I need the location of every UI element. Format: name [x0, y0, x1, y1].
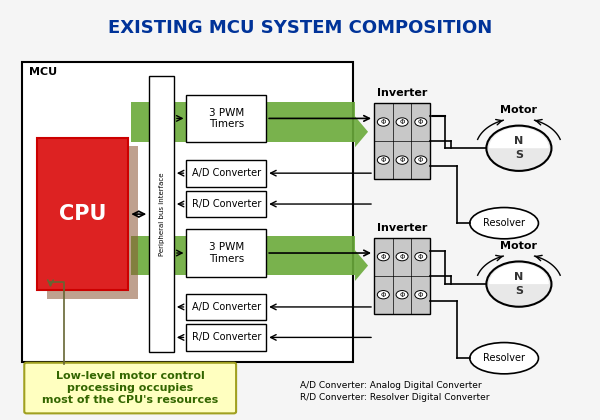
Circle shape: [415, 156, 427, 164]
Text: Peripheral bus interface: Peripheral bus interface: [158, 172, 164, 256]
Bar: [187, 160, 266, 186]
Bar: [22, 62, 353, 362]
Text: Motor: Motor: [500, 105, 538, 116]
Circle shape: [396, 291, 408, 299]
Text: Φ: Φ: [380, 254, 386, 260]
Bar: [37, 138, 128, 290]
Text: 3 PWM
Timers: 3 PWM Timers: [209, 242, 244, 264]
Bar: [374, 238, 430, 314]
Circle shape: [377, 291, 389, 299]
Text: N: N: [514, 136, 524, 146]
Text: Resolver: Resolver: [483, 353, 525, 363]
Text: Φ: Φ: [380, 157, 386, 163]
Text: EXISTING MCU SYSTEM COMPOSITION: EXISTING MCU SYSTEM COMPOSITION: [108, 18, 492, 37]
Text: Motor: Motor: [500, 241, 538, 251]
Text: Φ: Φ: [380, 119, 386, 125]
Text: 3 PWM
Timers: 3 PWM Timers: [209, 108, 244, 129]
Bar: [187, 95, 266, 142]
Bar: [131, 236, 355, 276]
Text: Φ: Φ: [400, 292, 405, 298]
Polygon shape: [355, 116, 368, 147]
Bar: [187, 229, 266, 277]
Wedge shape: [489, 263, 549, 284]
Circle shape: [377, 118, 389, 126]
Circle shape: [415, 252, 427, 261]
Bar: [187, 324, 266, 351]
Bar: [187, 294, 266, 320]
Circle shape: [377, 156, 389, 164]
FancyBboxPatch shape: [24, 363, 236, 413]
Text: Φ: Φ: [400, 254, 405, 260]
Circle shape: [396, 118, 408, 126]
Text: A/D Converter: A/D Converter: [192, 168, 261, 178]
Circle shape: [487, 262, 551, 307]
Text: A/D Converter: A/D Converter: [192, 302, 261, 312]
Circle shape: [396, 252, 408, 261]
Text: Resolver: Resolver: [483, 218, 525, 228]
Text: Inverter: Inverter: [377, 223, 427, 233]
Text: Φ: Φ: [400, 119, 405, 125]
Text: S: S: [515, 286, 523, 297]
Text: Low-level motor control
processing occupies
most of the CPU's resources: Low-level motor control processing occup…: [42, 371, 218, 404]
Text: Φ: Φ: [418, 119, 424, 125]
Wedge shape: [489, 127, 549, 148]
Bar: [374, 103, 430, 179]
Text: Inverter: Inverter: [377, 88, 427, 98]
Polygon shape: [355, 250, 368, 281]
Ellipse shape: [470, 207, 538, 239]
Circle shape: [396, 156, 408, 164]
Bar: [149, 76, 174, 352]
Text: CPU: CPU: [59, 204, 106, 224]
Text: MCU: MCU: [29, 67, 57, 77]
Circle shape: [415, 118, 427, 126]
Bar: [187, 191, 266, 218]
Text: R/D Converter: R/D Converter: [191, 332, 261, 342]
Text: Φ: Φ: [400, 157, 405, 163]
Text: S: S: [515, 150, 523, 160]
Ellipse shape: [470, 343, 538, 374]
Text: R/D Converter: Resolver Digital Converter: R/D Converter: Resolver Digital Converte…: [300, 393, 490, 402]
Text: N: N: [514, 272, 524, 282]
Text: Φ: Φ: [418, 157, 424, 163]
Text: A/D Converter: Analog Digital Converter: A/D Converter: Analog Digital Converter: [300, 381, 482, 390]
Text: Φ: Φ: [418, 254, 424, 260]
Bar: [131, 102, 355, 142]
Text: Φ: Φ: [380, 292, 386, 298]
Circle shape: [487, 126, 551, 171]
Text: R/D Converter: R/D Converter: [191, 199, 261, 209]
Circle shape: [377, 252, 389, 261]
Text: Φ: Φ: [418, 292, 424, 298]
Bar: [47, 146, 139, 299]
Circle shape: [415, 291, 427, 299]
